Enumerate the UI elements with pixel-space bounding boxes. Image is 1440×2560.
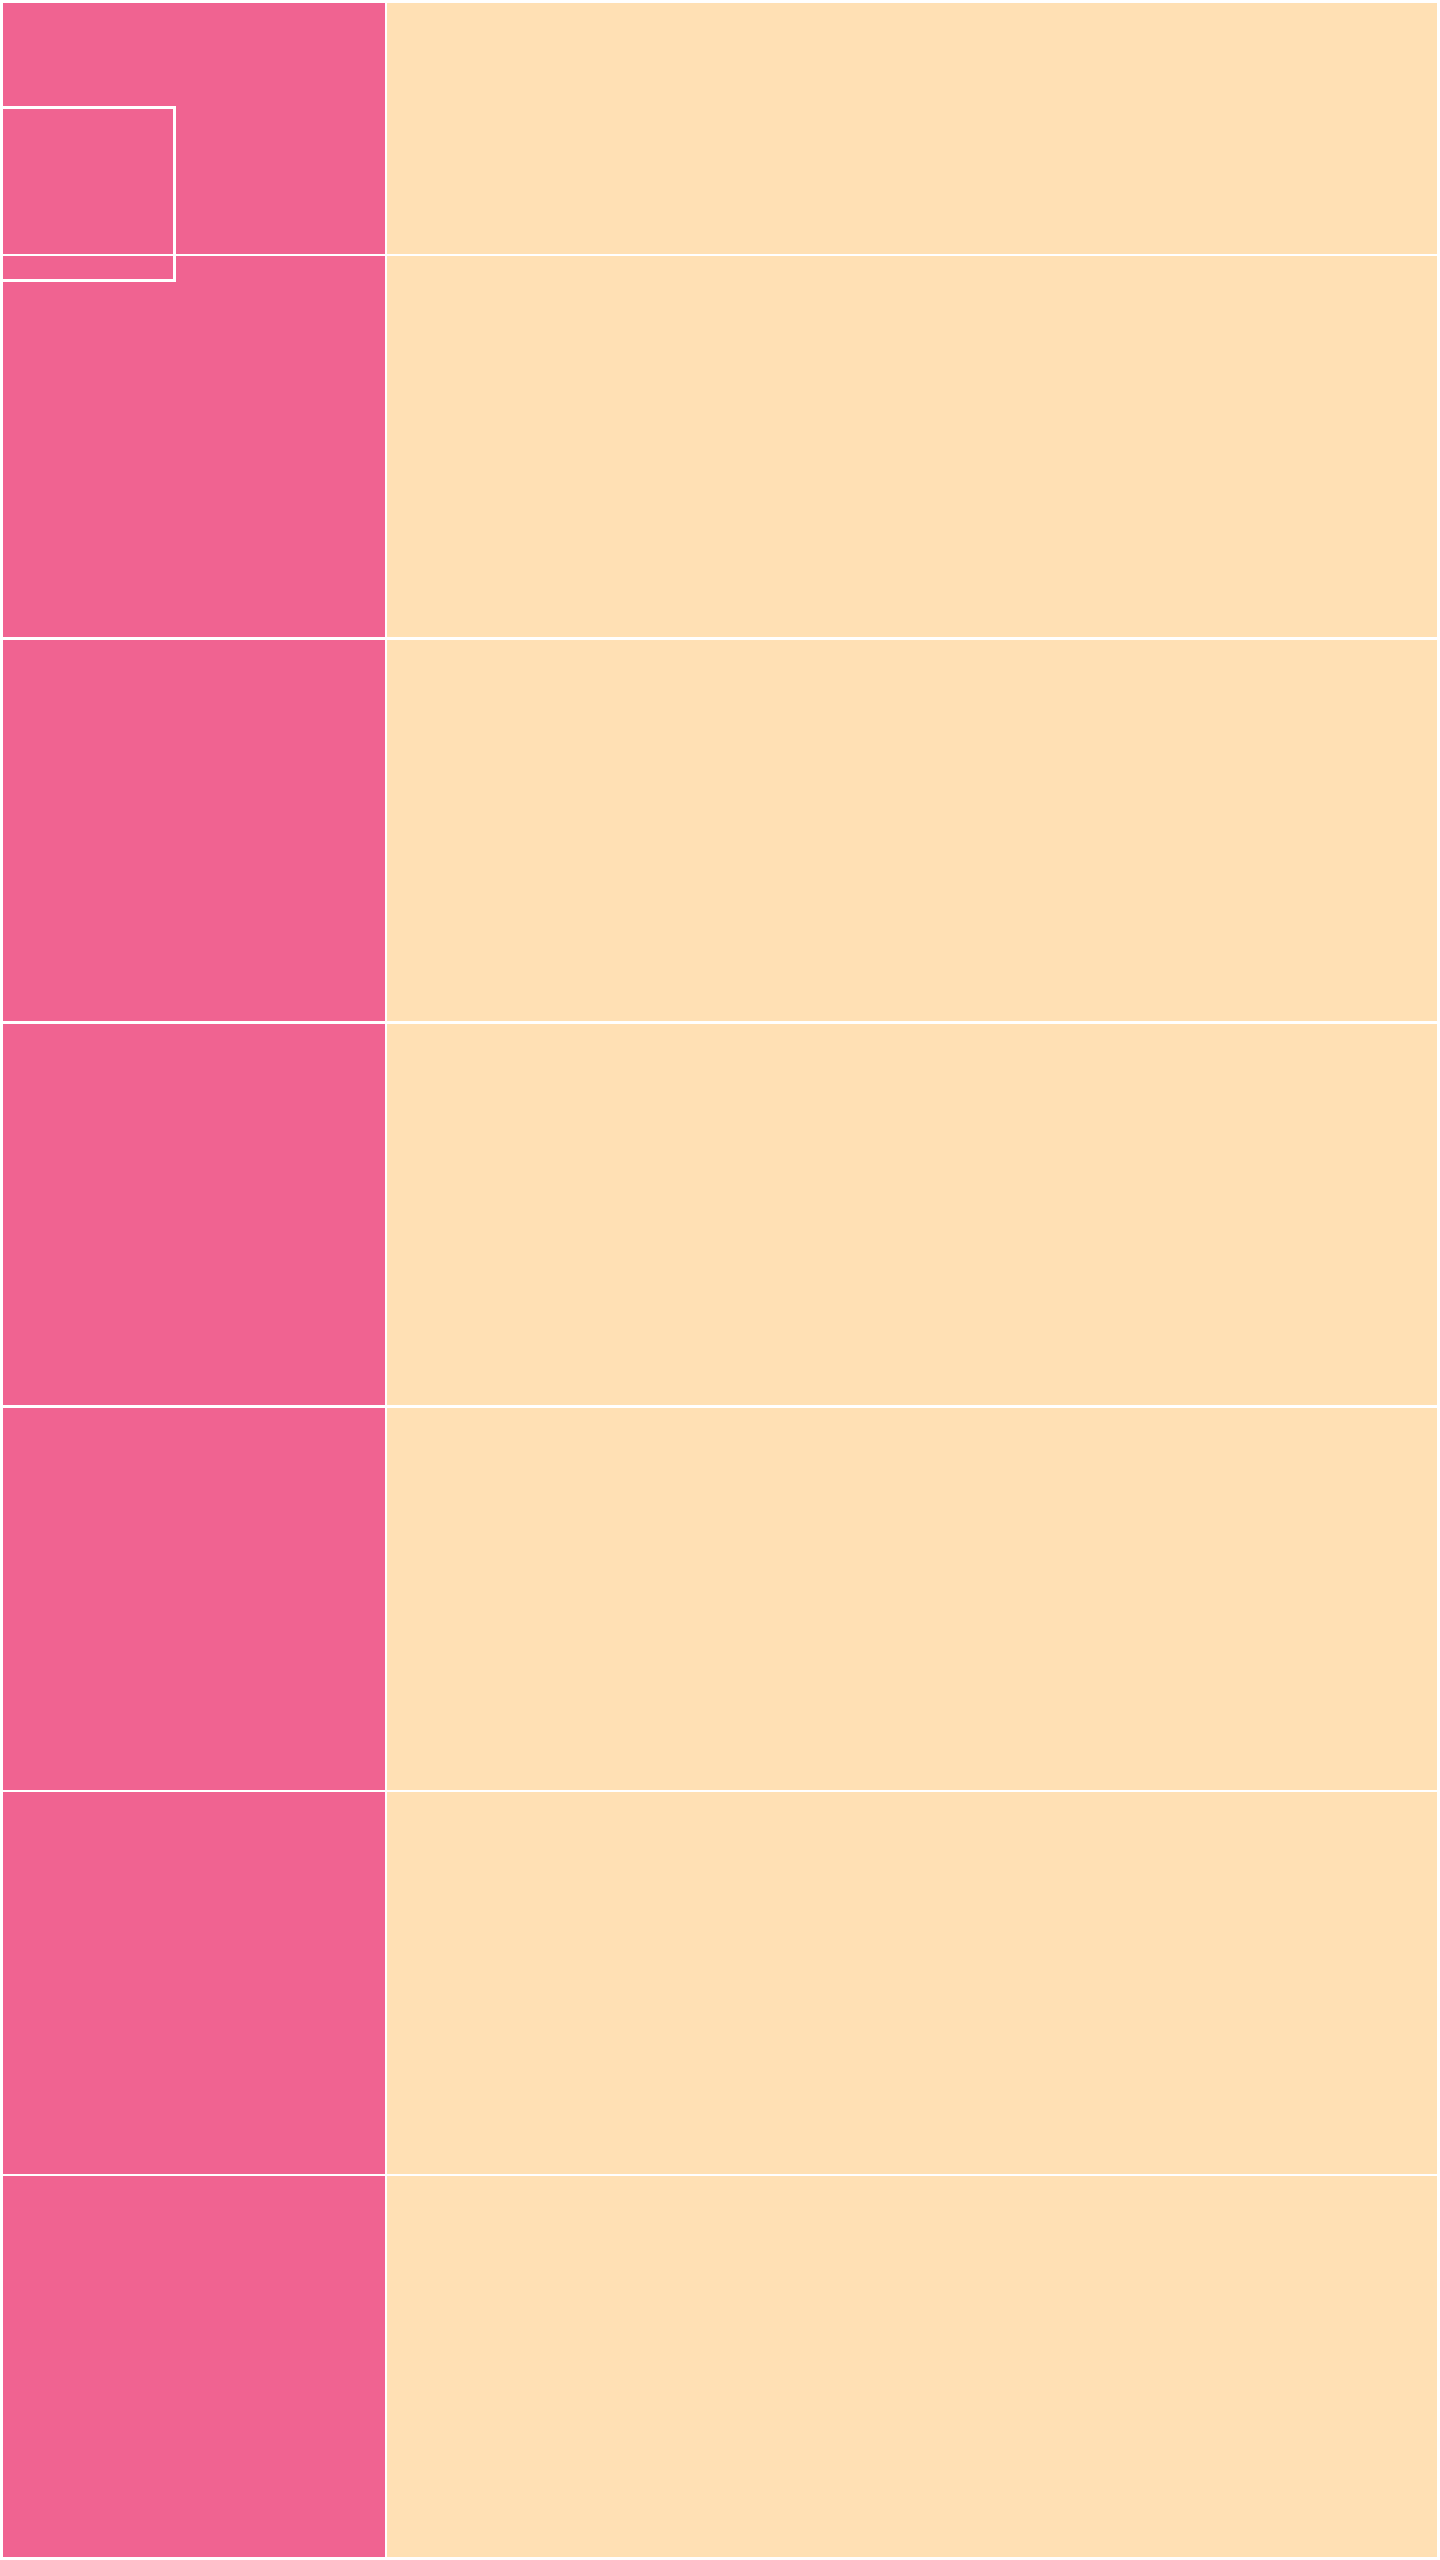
- left-block-row-3: [3, 640, 385, 1021]
- selection-box: [0, 106, 176, 282]
- right-block-row-6: [387, 1792, 1437, 2174]
- right-block-row-7: [387, 2176, 1437, 2557]
- left-block-row-6: [3, 1792, 385, 2174]
- right-block-row-5: [387, 1408, 1437, 1790]
- left-block-row-5: [3, 1408, 385, 1790]
- right-block-row-1: [387, 3, 1437, 254]
- right-block-row-4: [387, 1024, 1437, 1405]
- left-block-row-4: [3, 1024, 385, 1405]
- right-block-row-3: [387, 640, 1437, 1021]
- right-block-row-2: [387, 256, 1437, 637]
- left-block-row-1: [3, 3, 385, 254]
- left-block-row-7: [3, 2176, 385, 2557]
- left-block-row-2: [3, 256, 385, 637]
